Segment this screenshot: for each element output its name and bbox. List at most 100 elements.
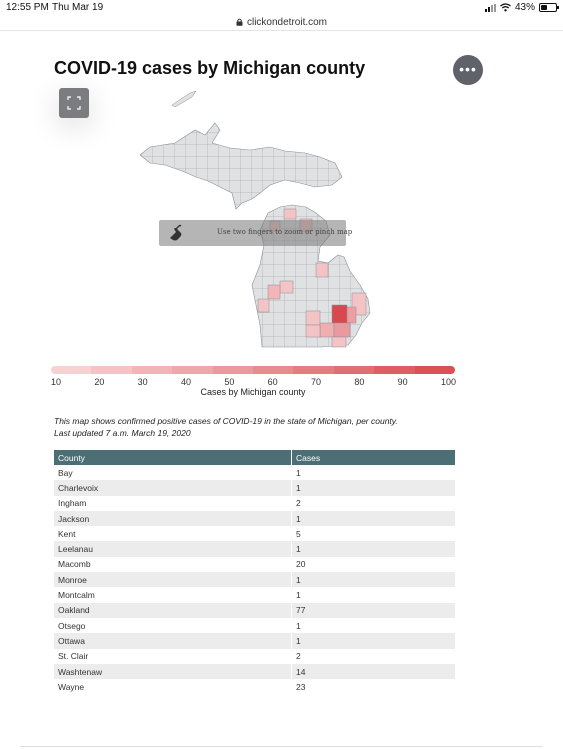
status-date: Thu Mar 19 [52,2,104,13]
county-cell: Ottawa [54,633,292,649]
battery-percent: 43% [514,2,535,13]
page-title: COVID-19 cases by Michigan county [54,58,366,78]
table-row: Oakland 77 [54,602,455,618]
county-kent [267,284,281,300]
legend-color-scale [51,366,455,374]
county-montcalm [279,280,294,294]
county-cell: Oakland [54,602,292,618]
county-charlevoix [283,208,297,220]
table-row: Ottawa 1 [54,633,455,649]
legend-tick-label: 50 [224,377,235,387]
county-cell: Washtenaw [54,663,292,680]
cases-cell: 1 [291,480,455,496]
legend-swatch [374,366,415,374]
more-options-button[interactable]: ••• [453,55,483,85]
legend-tick-label: 20 [94,377,105,387]
legend-swatch [131,366,173,374]
pinch-hint-text: Use two fingers to zoom or pinch map [217,228,353,236]
cases-cell: 77 [291,602,455,618]
map-description: This map shows confirmed positive cases … [54,415,398,439]
legend-swatch [414,366,455,374]
legend-tick-label: 90 [397,377,408,387]
description-line: This map shows confirmed positive cases … [54,416,398,426]
legend-tick-label: 60 [267,377,278,387]
column-header-cases[interactable]: Cases [291,450,455,465]
cases-table: County Cases Bay 1 Charlevoix 1 Ingham 2 Jacks… [54,450,455,695]
cases-cell: 1 [291,465,455,481]
lock-icon [236,18,243,26]
status-time: 12:55 PM [6,2,49,13]
pinch-hint-overlay: Use two fingers to zoom or pinch map [159,220,352,246]
table-row: Montcalm 1 [54,587,455,603]
county-jackson [305,324,321,338]
table-row: Ingham 2 [54,495,455,511]
county-cell: Charlevoix [54,480,292,496]
cases-cell: 23 [291,679,455,695]
county-ottawa [257,298,270,313]
battery-icon [539,3,559,12]
status-indicators: 43% [484,2,559,13]
legend-swatch [51,366,92,374]
url-text: clickondetroit.com [246,16,328,28]
table-row: Monroe 1 [54,572,455,588]
legend-swatch [333,366,375,374]
table-row: Otsego 1 [54,617,455,634]
last-updated-text: Last updated 7 a.m. March 19, 2020 [54,428,191,438]
county-bay [315,262,329,278]
county-washtenaw [319,322,335,338]
wifi-icon [500,3,511,12]
county-ingham [305,310,321,326]
county-cell: Bay [54,465,292,481]
table-row: St. Clair 2 [54,648,455,664]
legend-tick-label: 30 [137,377,148,387]
cases-cell: 1 [291,510,455,527]
county-cell: Wayne [54,679,292,695]
cellular-signal-icon [484,3,496,12]
table-row: Wayne 23 [54,679,455,695]
county-oakland [331,304,348,324]
county-cell: Macomb [54,556,292,573]
table-row: Leelanau 1 [54,541,455,557]
cases-cell: 2 [291,648,455,664]
legend-title: Cases by Michigan county [200,387,306,397]
cases-cell: 1 [291,633,455,649]
legend-tick-label: 100 [441,377,457,387]
fullscreen-button[interactable] [59,88,89,118]
table-row: Macomb 20 [54,556,455,573]
county-cell: Otsego [54,617,292,634]
cases-cell: 1 [291,587,455,603]
status-bar: 12:55 PM Thu Mar 19 43% [0,0,563,14]
cases-cell: 2 [291,495,455,511]
county-cell: St. Clair [54,648,292,664]
table-row: Washtenaw 14 [54,663,455,680]
county-cell: Ingham [54,495,292,511]
county-cell: Jackson [54,510,292,527]
address-bar[interactable]: clickondetroit.com [0,14,563,31]
county-cell: Montcalm [54,587,292,603]
county-macomb [345,306,357,324]
cases-cell: 1 [291,572,455,588]
legend-swatch [172,366,213,374]
table-row: Kent 5 [54,526,455,542]
cases-cell: 20 [291,556,455,573]
county-cell: Monroe [54,572,292,588]
cases-cell: 14 [291,663,455,680]
legend-tick-labels: 10 20 30 40 50 60 70 80 90 100 [51,377,457,389]
county-cell: Leelanau [54,541,292,557]
table-row: Jackson 1 [54,510,455,527]
cases-cell: 1 [291,617,455,634]
touch-hand-icon [170,224,182,241]
isle-royale [171,90,197,108]
county-wayne [333,322,351,338]
legend-swatch [293,366,334,374]
column-header-county[interactable]: County [54,450,292,465]
county-monroe [331,336,347,348]
cases-cell: 5 [291,526,455,542]
table-row: Bay 1 [54,465,455,481]
county-cell: Kent [54,526,292,542]
legend-swatch [91,366,132,374]
table-row: Charlevoix 1 [54,480,455,496]
more-dots-icon: ••• [459,61,477,77]
divider [20,746,543,747]
expand-icon [67,96,81,110]
